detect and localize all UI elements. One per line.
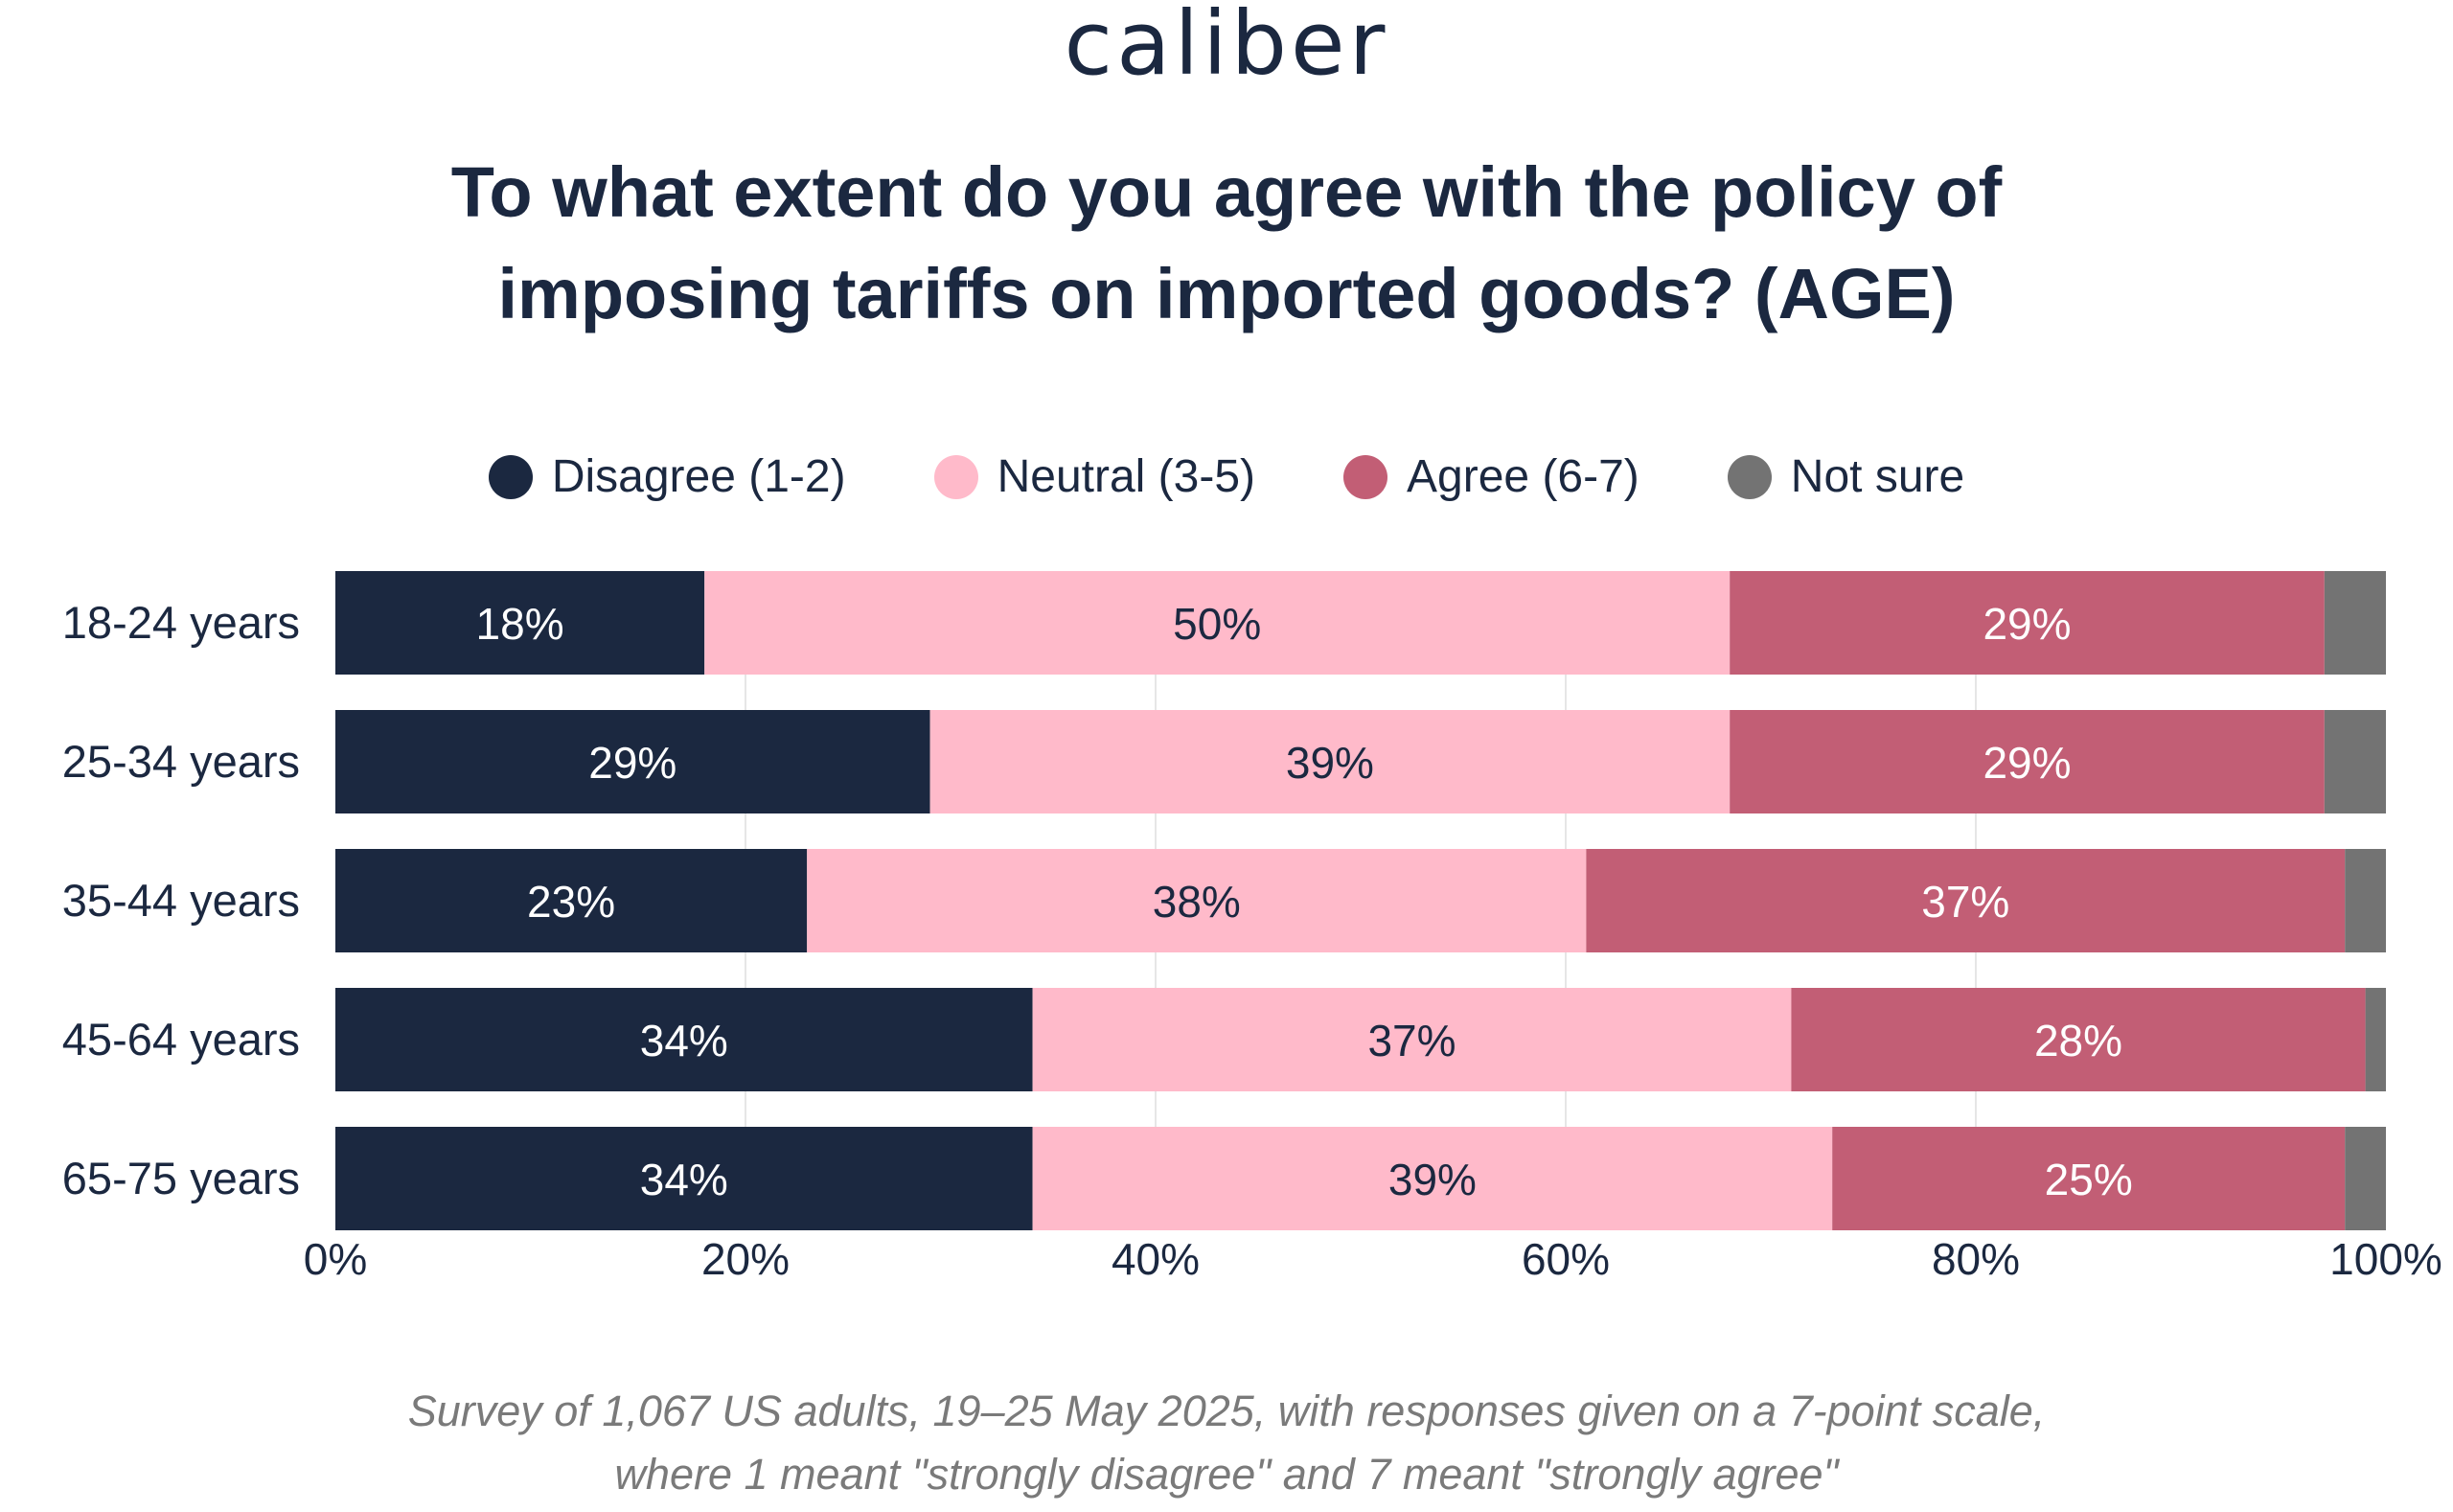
footnote-line-1: Survey of 1,067 US adults, 19–25 May 202… bbox=[407, 1386, 2046, 1435]
data-label: 28% bbox=[2034, 1016, 2122, 1065]
data-label: 50% bbox=[1173, 599, 1261, 649]
bar-not-sure bbox=[2345, 849, 2386, 952]
legend-swatch-neutral bbox=[933, 454, 978, 499]
bar-not-sure bbox=[2324, 571, 2386, 675]
x-tick-label: 0% bbox=[304, 1234, 367, 1284]
legend-item-neutral: Neutral (3-5) bbox=[933, 450, 1256, 503]
chart-title-line-1: To what extent do you agree with the pol… bbox=[450, 152, 2003, 232]
bar-not-sure bbox=[2365, 988, 2386, 1091]
bar-disagree bbox=[335, 1127, 1033, 1230]
category-label: 25-34 years bbox=[62, 736, 300, 787]
x-tick-label: 20% bbox=[701, 1234, 790, 1284]
x-tick-label: 80% bbox=[1932, 1234, 2020, 1284]
legend-swatch-not-sure bbox=[1727, 454, 1772, 499]
bar-disagree bbox=[335, 849, 808, 952]
data-label: 34% bbox=[640, 1016, 728, 1065]
bar-neutral bbox=[1032, 988, 1792, 1091]
bar-not-sure bbox=[2324, 710, 2386, 813]
legend-swatch-agree bbox=[1343, 454, 1388, 499]
data-label: 39% bbox=[1388, 1155, 1477, 1204]
bar-agree bbox=[1730, 710, 2325, 813]
data-label: 25% bbox=[2045, 1155, 2133, 1204]
bar-disagree bbox=[335, 988, 1033, 1091]
x-tick-label: 60% bbox=[1522, 1234, 1610, 1284]
x-tick-label: 40% bbox=[1112, 1234, 1200, 1284]
legend-label: Not sure bbox=[1790, 451, 1965, 502]
data-label: 38% bbox=[1153, 877, 1241, 927]
legend-label: Agree (6-7) bbox=[1407, 451, 1639, 502]
x-tick-label: 100% bbox=[2329, 1234, 2442, 1284]
bar-neutral bbox=[929, 710, 1731, 813]
bar-agree bbox=[1730, 571, 2325, 675]
bar-not-sure bbox=[2345, 1127, 2386, 1230]
data-label: 23% bbox=[527, 877, 615, 927]
data-label: 29% bbox=[1983, 599, 2071, 649]
stacked-bar-chart: 18-24 years 18% 50% 29% 25-34 years 29% 39% 29%… bbox=[62, 571, 2442, 1284]
footnote-line-2: where 1 meant "strongly disagree" and 7 … bbox=[614, 1450, 1839, 1499]
bar-agree bbox=[1586, 849, 2346, 952]
bar-disagree bbox=[335, 571, 705, 675]
legend-label: Disagree (1-2) bbox=[551, 451, 846, 502]
data-label: 39% bbox=[1286, 738, 1374, 788]
data-label: 29% bbox=[1983, 738, 2071, 788]
bar-agree bbox=[1832, 1127, 2346, 1230]
chart-title: To what extent do you agree with the pol… bbox=[287, 142, 2166, 345]
bar-agree bbox=[1791, 988, 2366, 1091]
legend-item-disagree: Disagree (1-2) bbox=[488, 450, 846, 503]
caliber-logo: caliber bbox=[1064, 0, 1389, 95]
data-label: 34% bbox=[640, 1155, 728, 1204]
chart-legend: Disagree (1-2) Neutral (3-5) Agree (6-7) No… bbox=[0, 450, 2453, 503]
data-label: 29% bbox=[588, 738, 676, 788]
chart-footnote: Survey of 1,067 US adults, 19–25 May 202… bbox=[0, 1380, 2453, 1506]
legend-item-agree: Agree (6-7) bbox=[1343, 450, 1639, 503]
category-label: 65-75 years bbox=[62, 1153, 300, 1203]
bar-neutral bbox=[704, 571, 1731, 675]
bar-disagree bbox=[335, 710, 930, 813]
data-label: 37% bbox=[1367, 1016, 1456, 1065]
legend-swatch-disagree bbox=[488, 454, 533, 499]
category-label: 45-64 years bbox=[62, 1014, 300, 1065]
legend-label: Neutral (3-5) bbox=[997, 451, 1256, 502]
data-label: 18% bbox=[476, 599, 564, 649]
category-label: 35-44 years bbox=[62, 875, 300, 926]
legend-item-not-sure: Not sure bbox=[1727, 450, 1965, 503]
bar-neutral bbox=[1032, 1127, 1833, 1230]
bar-neutral bbox=[807, 849, 1587, 952]
category-label: 18-24 years bbox=[62, 597, 300, 648]
chart-title-line-2: imposing tariffs on imported goods? (AGE… bbox=[497, 254, 1956, 333]
data-label: 37% bbox=[1921, 877, 2009, 927]
